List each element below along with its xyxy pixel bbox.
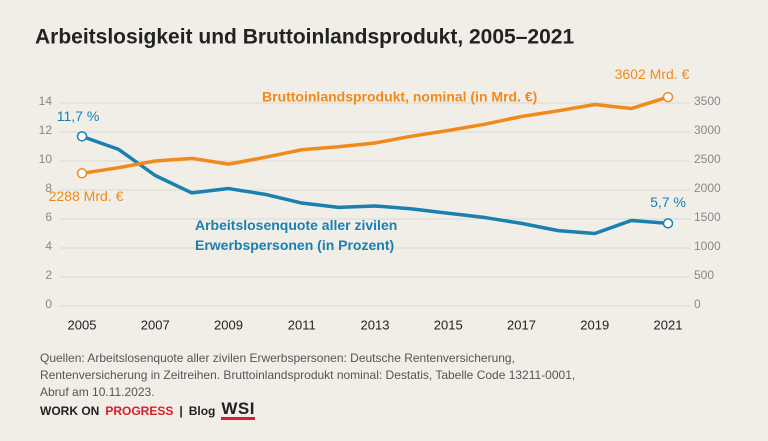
y-tick-label: 2 xyxy=(45,268,52,282)
separator: | xyxy=(179,403,183,418)
x-tick-label: 2013 xyxy=(361,317,390,332)
x-tick-label: 2017 xyxy=(507,317,536,332)
point-marker xyxy=(662,218,674,229)
line xyxy=(81,95,669,176)
x-tick-label: 2005 xyxy=(68,317,97,332)
point-marker xyxy=(662,91,674,103)
x-tick-label: 2009 xyxy=(214,317,243,332)
y-tick-label: 6 xyxy=(45,210,52,224)
data-label: 2288 Mrd. € xyxy=(49,188,124,204)
x-tick-label: 2007 xyxy=(141,317,170,332)
source-text: Quellen: Arbeitslosenquote aller zivilen… xyxy=(40,351,576,399)
footer: WORK ON PROGRESS | Blog WSI xyxy=(40,399,255,420)
section: Blog xyxy=(188,403,216,418)
y2-tick-label: 3500 xyxy=(694,94,721,108)
brand: PROGRESS xyxy=(105,403,174,418)
chart: Arbeitslosigkeit und Bruttoinlandsproduk… xyxy=(35,26,721,333)
x-tick-label: 2021 xyxy=(654,317,683,332)
line xyxy=(81,134,669,236)
brand: WORK ON xyxy=(40,403,100,418)
y-tick-label: 12 xyxy=(39,123,53,137)
y2-tick-label: 2000 xyxy=(694,181,721,195)
data-label: 5,7 % xyxy=(650,194,686,210)
data-label: 11,7 % xyxy=(57,108,100,124)
y2-tick-label: 500 xyxy=(694,268,714,282)
y-tick-label: 8 xyxy=(45,181,52,195)
y2-tick-label: 1500 xyxy=(694,210,721,224)
y-tick-label: 10 xyxy=(39,152,53,166)
logo: WSI xyxy=(221,399,255,420)
chart-title: Arbeitslosigkeit und Bruttoinlandsproduk… xyxy=(35,26,574,49)
y2-tick-label: 2500 xyxy=(694,152,721,166)
legend-label-box: Arbeitslosenquote aller zivilen Erwerbsp… xyxy=(195,217,398,253)
data-label: 3602 Mrd. € xyxy=(615,66,690,82)
y-tick-label: 4 xyxy=(45,239,52,253)
x-tick-label: 2011 xyxy=(288,317,316,332)
y2-tick-label: 1000 xyxy=(694,239,721,253)
legend-label: Arbeitslosenquote aller zivilen Erwerbsp… xyxy=(195,217,398,253)
x-tick-label: 2019 xyxy=(580,317,609,332)
y2-tick-label: 0 xyxy=(694,297,701,311)
y-tick-label: 14 xyxy=(39,94,53,108)
point-marker xyxy=(76,168,88,179)
y2-tick-label: 3000 xyxy=(694,123,721,137)
point-marker xyxy=(76,131,88,142)
legend-label: Bruttoinlandsprodukt, nominal (in Mrd. €… xyxy=(262,89,537,105)
x-tick-label: 2015 xyxy=(434,317,463,332)
y-tick-label: 0 xyxy=(45,297,52,311)
